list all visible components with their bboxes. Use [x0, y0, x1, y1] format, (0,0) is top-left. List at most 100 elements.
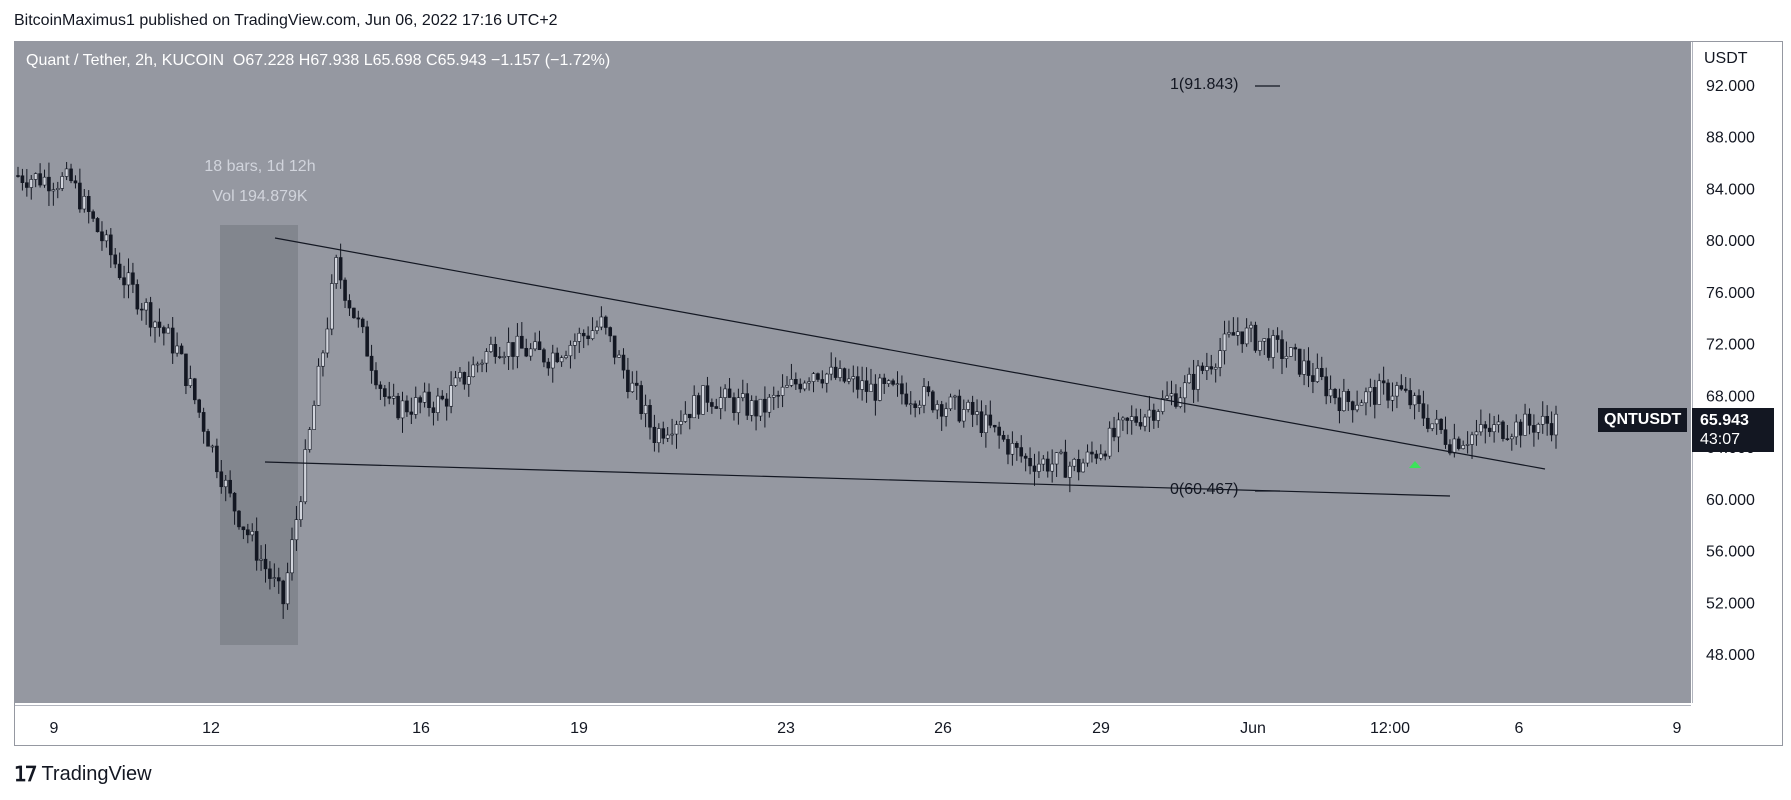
candle-body	[608, 327, 613, 337]
candle-body	[1169, 393, 1174, 397]
brand-name: TradingView	[41, 762, 152, 785]
candle-body	[1205, 366, 1209, 371]
time-tick-group: 9 12 16 19 23 26 29 Jun 12:00 6 9	[50, 720, 1682, 737]
candle-body	[1377, 380, 1382, 405]
candle-body	[913, 403, 917, 408]
candle-body	[1200, 365, 1205, 371]
candle-body	[1448, 444, 1452, 454]
candle-body	[29, 179, 34, 188]
candle-body	[692, 395, 696, 419]
candle-body	[268, 568, 272, 579]
candle-body	[64, 168, 69, 177]
candle-body	[1138, 422, 1143, 427]
time-tick-label: 23	[777, 720, 795, 737]
candle-body	[409, 411, 414, 415]
candle-body	[1333, 388, 1337, 399]
symbol-tag: QNTUSDT	[1598, 408, 1688, 432]
candle-body	[992, 424, 997, 428]
candle-body	[471, 364, 476, 377]
price-tick-label: 84.000	[1706, 181, 1755, 198]
candle-body	[714, 406, 719, 409]
time-axis[interactable]	[15, 705, 1691, 745]
candle-body	[38, 173, 42, 186]
candle-body	[126, 272, 131, 286]
candle-body	[1359, 402, 1364, 406]
candle-body	[590, 330, 595, 339]
candle-body	[1368, 387, 1373, 393]
candle-body	[935, 404, 940, 411]
price-tick-label: 76.000	[1706, 285, 1755, 302]
candle-body	[833, 366, 838, 378]
candle-body	[559, 357, 564, 363]
footer-brand[interactable]: 𝟣𝟩 TradingView	[14, 762, 152, 786]
range-measure-box	[220, 225, 298, 645]
candle-body	[237, 510, 241, 528]
candle-body	[144, 302, 148, 311]
candle-body	[732, 397, 736, 413]
candle-body	[219, 471, 224, 488]
candle-body	[988, 414, 993, 426]
candle-body	[131, 272, 135, 285]
candle-body	[1417, 395, 1421, 404]
candle-body	[1107, 427, 1112, 457]
candle-body	[1306, 360, 1311, 376]
candle-body	[617, 354, 621, 358]
candle-body	[502, 356, 506, 358]
candle-body	[785, 385, 789, 388]
candle-body	[466, 376, 471, 385]
candle-body	[1213, 367, 1218, 370]
candle-body	[1487, 427, 1492, 433]
candle-body	[259, 558, 263, 561]
candle-body	[413, 397, 418, 415]
candle-body	[860, 380, 864, 390]
candle-body	[1045, 458, 1050, 472]
candle-body	[568, 345, 573, 357]
candle-body	[1381, 380, 1386, 384]
candle-body	[966, 401, 971, 410]
candle-body	[1218, 350, 1222, 368]
candle-body	[1540, 415, 1545, 425]
candle-body	[1235, 331, 1240, 336]
candle-body	[811, 373, 816, 382]
candle-body	[1364, 391, 1368, 404]
candle-body	[113, 254, 118, 265]
candle-body	[586, 335, 590, 339]
candle-body	[648, 405, 652, 428]
candle-body	[577, 332, 582, 342]
candle-body	[365, 326, 369, 357]
candle-body	[197, 399, 202, 413]
candle-body	[904, 393, 909, 405]
candle-body	[1474, 431, 1479, 436]
candle-body	[1496, 421, 1501, 425]
candle-body	[917, 404, 922, 408]
publisher-header: BitcoinMaximus1 published on TradingView…	[14, 12, 558, 29]
open-key: O	[232, 52, 246, 69]
candle-body	[312, 405, 316, 430]
candle-body	[908, 403, 913, 406]
wedge-upper-trendline	[274, 237, 1546, 470]
last-price-value: 65.943	[1700, 412, 1749, 429]
candle-body	[210, 445, 215, 448]
candle-body	[626, 369, 630, 392]
candles-group	[16, 161, 1558, 619]
price-axis[interactable]	[1692, 42, 1782, 703]
candle-body	[184, 353, 188, 387]
candle-body	[1390, 395, 1395, 401]
symbol-title-bar: Quant / Tether, 2h, KUCOIN O67.228 H67.9…	[26, 52, 610, 70]
low-value: 65.698	[372, 52, 422, 69]
candle-body	[453, 377, 458, 386]
candle-body	[524, 347, 529, 357]
candle-body	[20, 175, 25, 183]
candle-body	[329, 283, 334, 330]
candle-body	[710, 402, 714, 407]
candle-body	[838, 368, 842, 378]
candle-body	[383, 388, 387, 397]
price-tick-label: 92.000	[1706, 78, 1755, 95]
candle-body	[1085, 451, 1090, 464]
fib-bottom-label: 0(60.467)	[1170, 481, 1239, 498]
candle-body	[900, 383, 904, 395]
candle-body	[727, 388, 732, 398]
currency-label: USDT	[1704, 50, 1748, 67]
candle-body	[1532, 425, 1536, 433]
candle-body	[599, 316, 604, 328]
